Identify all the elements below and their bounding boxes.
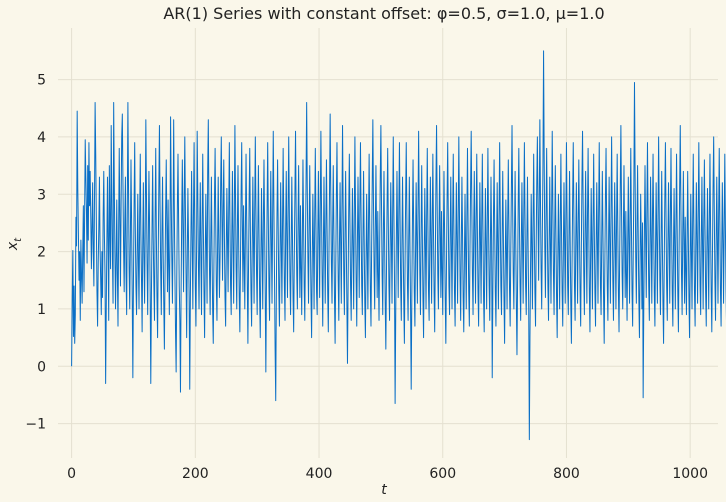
y-tick-label: −1 [25,417,46,433]
x-tick-labels: 0 200 400 600 800 1000 [67,466,708,482]
x-tick-label: 0 [67,466,76,482]
y-axis-label-subscript: t [13,237,24,242]
y-tick-label: 0 [37,359,46,375]
y-tick-label: 1 [37,302,46,318]
x-tick-label: 400 [306,466,333,482]
series-group [71,50,726,441]
x-tick-label: 800 [553,466,580,482]
chart-title: AR(1) Series with constant offset: φ=0.5… [163,4,604,23]
y-tick-label: 2 [37,245,46,261]
x-tick-label: 200 [182,466,209,482]
y-tick-label: 5 [37,73,46,89]
series-line [71,50,726,441]
x-tick-label: 600 [429,466,456,482]
x-axis-label: t [381,482,387,498]
x-tick-label: 1000 [672,466,708,482]
y-tick-label: 3 [37,187,46,203]
y-tick-label: 4 [37,130,46,146]
y-axis-label: xt [5,237,24,251]
y-axis-label-main: x [5,241,21,251]
y-tick-labels: −1 0 1 2 3 4 5 [25,73,46,433]
